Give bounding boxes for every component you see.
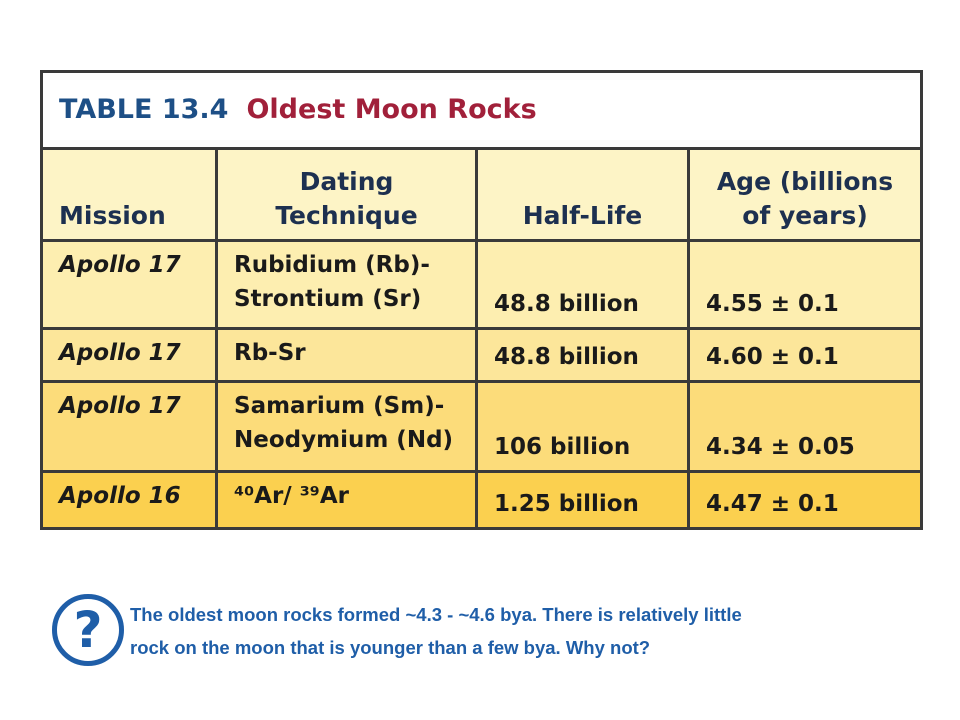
table: TABLE 13.4 Oldest Moon Rocks Mission Dati… [39, 70, 924, 530]
half-life-cell: 48.8 billion [475, 327, 690, 383]
age-cell: 4.60 ± 0.1 [686, 327, 924, 383]
age: 4.47 ± 0.1 [706, 491, 839, 517]
table-title: Oldest Moon Rocks [246, 94, 537, 125]
half-life-cell: 48.8 billion [475, 239, 690, 330]
header-text: Technique [275, 201, 418, 230]
table-row: Apollo 17 Rb-Sr 48.8 billion 4.60 ± 0.1 [40, 327, 924, 383]
age: 4.55 ± 0.1 [706, 291, 839, 317]
mission: Apollo 16 [59, 483, 181, 509]
header-cell: Mission [40, 147, 218, 242]
half-life-cell: 1.25 billion [475, 470, 690, 530]
age: 4.34 ± 0.05 [706, 434, 855, 460]
age: 4.60 ± 0.1 [706, 344, 839, 370]
technique-cell: Rb-Sr [215, 327, 478, 383]
title-row: TABLE 13.4 Oldest Moon Rocks [39, 70, 924, 150]
half-life: 48.8 billion [494, 291, 639, 317]
age-cell: 4.47 ± 0.1 [686, 470, 924, 530]
mission: Apollo 17 [59, 393, 181, 419]
technique: Rubidium (Rb)- [234, 252, 430, 278]
mission-cell: Apollo 17 [40, 327, 218, 383]
header-text: Dating [299, 167, 394, 196]
header-cell: Age (billions of years) [686, 147, 924, 242]
header-cell: Half-Life [475, 147, 690, 242]
mission: Apollo 17 [59, 252, 181, 278]
table-label: TABLE 13.4 [59, 94, 229, 125]
question-icon: ? [52, 594, 124, 666]
note-line: The oldest moon rocks formed ~4.3 - ~4.6… [130, 604, 742, 625]
table-row: Apollo 17 Samarium (Sm)- Neodymium (Nd) 106… [40, 380, 924, 473]
half-life: 48.8 billion [494, 344, 639, 370]
technique: Rb-Sr [234, 340, 306, 366]
header-text: Age (billions [716, 167, 894, 196]
header-text: of years) [742, 201, 868, 230]
mission-cell: Apollo 16 [40, 470, 218, 530]
technique-cell: Samarium (Sm)- Neodymium (Nd) [215, 380, 478, 473]
header-text: Mission [59, 201, 166, 230]
half-life: 1.25 billion [494, 491, 639, 517]
technique: Strontium (Sr) [234, 286, 422, 312]
header-cell: Dating Technique [215, 147, 478, 242]
technique-cell: Rubidium (Rb)- Strontium (Sr) [215, 239, 478, 330]
technique: ⁴⁰Ar/ ³⁹Ar [234, 483, 349, 509]
header-text: Half-Life [522, 201, 643, 230]
mission-cell: Apollo 17 [40, 239, 218, 330]
title-cell: TABLE 13.4 Oldest Moon Rocks [39, 70, 924, 150]
note: The oldest moon rocks formed ~4.3 - ~4.6… [130, 598, 742, 664]
age-cell: 4.55 ± 0.1 [686, 239, 924, 330]
table-row: Apollo 17 Rubidium (Rb)- Strontium (Sr) 48.… [40, 239, 924, 330]
header-row: Mission Dating Technique Half-Life Age (b… [40, 147, 924, 242]
mission-cell: Apollo 17 [40, 380, 218, 473]
mission: Apollo 17 [59, 340, 181, 366]
technique-cell: ⁴⁰Ar/ ³⁹Ar [215, 470, 478, 530]
technique: Neodymium (Nd) [234, 427, 454, 453]
half-life-cell: 106 billion [475, 380, 690, 473]
half-life: 106 billion [494, 434, 631, 460]
age-cell: 4.34 ± 0.05 [686, 380, 924, 473]
note-line: rock on the moon that is younger than a … [130, 637, 651, 658]
table-row: Apollo 16 ⁴⁰Ar/ ³⁹Ar 1.25 billion 4.47 ± 0.… [40, 470, 924, 530]
technique: Samarium (Sm)- [234, 393, 445, 419]
